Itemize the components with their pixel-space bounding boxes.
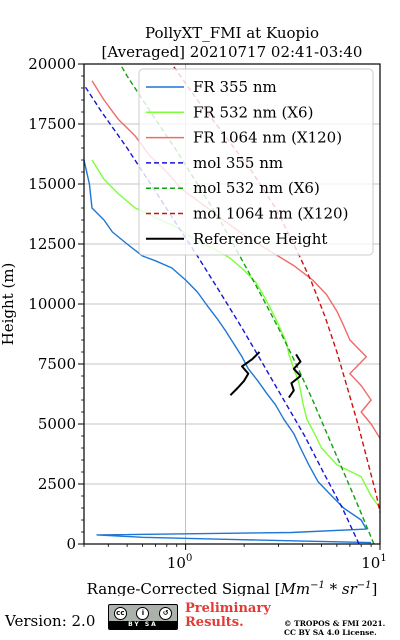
y-tick-label: 5000 [38, 415, 76, 433]
legend-label-reference-height: Reference Height [193, 230, 327, 248]
version-label: Version: 2.0 [5, 612, 96, 630]
legend-label-mol-532-nm-x6: mol 532 nm (X6) [193, 179, 320, 197]
cc-license-badge: cc i ↺ BY SA [108, 604, 178, 630]
y-tick-label: 15000 [28, 175, 76, 193]
copyright-notice: © TROPOS & FMI 2021. CC BY SA 4.0 Licens… [284, 619, 385, 637]
copyright-line2: CC BY SA 4.0 License. [284, 628, 377, 637]
footer: Version: 2.0 cc i ↺ BY SA Preliminary Re… [0, 596, 400, 640]
series-line-mol-355-nm [84, 83, 360, 544]
copyright-line1: © TROPOS & FMI 2021. [284, 619, 386, 628]
y-tick-label: 2500 [38, 475, 76, 493]
y-tick-label: 7500 [38, 355, 76, 373]
x-tick-label: 101 [361, 553, 386, 572]
legend-box [138, 68, 374, 256]
cc-by-sa-text: BY SA [109, 621, 177, 629]
lidar-profile-chart: PollyXT_FMI at Kuopio [Averaged] 2021071… [0, 24, 387, 596]
series-line-fr-355-nm [84, 159, 372, 544]
cc-icon: cc [113, 606, 127, 620]
legend: FR 355 nm FR 532 nm (X6) FR 1064 nm (X120)… [138, 68, 374, 256]
y-tick-label: 10000 [28, 295, 76, 313]
x-axis-label: Range-Corrected Signal [Mm−1 * sr−1] [87, 580, 378, 596]
series-line-reference-height [288, 353, 302, 399]
sa-share-icon: ↺ [159, 606, 173, 620]
y-tick-label: 20000 [28, 55, 76, 73]
y-axis-label: Height (m) [0, 263, 17, 346]
legend-label-mol-355-nm: mol 355 nm [193, 154, 283, 172]
chart-title-line1: PollyXT_FMI at Kuopio [145, 24, 319, 42]
axis-ticks: 0 2500 5000 7500 10000 12500 15000 17500 20000 10… [28, 55, 386, 572]
legend-label-fr-355-nm: FR 355 nm [193, 78, 277, 96]
by-person-icon: i [136, 606, 150, 620]
preliminary-notice: Preliminary Results. [185, 602, 271, 630]
preliminary-line1: Preliminary [185, 601, 271, 616]
legend-label-mol-1064-nm-x120: mol 1064 nm (X120) [193, 205, 348, 223]
series-line-mol-1064-nm-x120 [171, 64, 380, 516]
legend-label-fr-532-nm-x6: FR 532 nm (X6) [193, 103, 313, 121]
y-tick-label: 12500 [28, 235, 76, 253]
series-line-reference-height [229, 351, 261, 396]
x-tick-label: 100 [167, 553, 192, 572]
legend-label-fr-1064-nm-x120: FR 1064 nm (X120) [193, 129, 342, 147]
y-tick-label: 0 [66, 535, 76, 553]
chart-title-line2: [Averaged] 20210717 02:41-03:40 [102, 43, 363, 61]
y-tick-label: 17500 [28, 115, 76, 133]
preliminary-line2: Results. [185, 615, 244, 630]
